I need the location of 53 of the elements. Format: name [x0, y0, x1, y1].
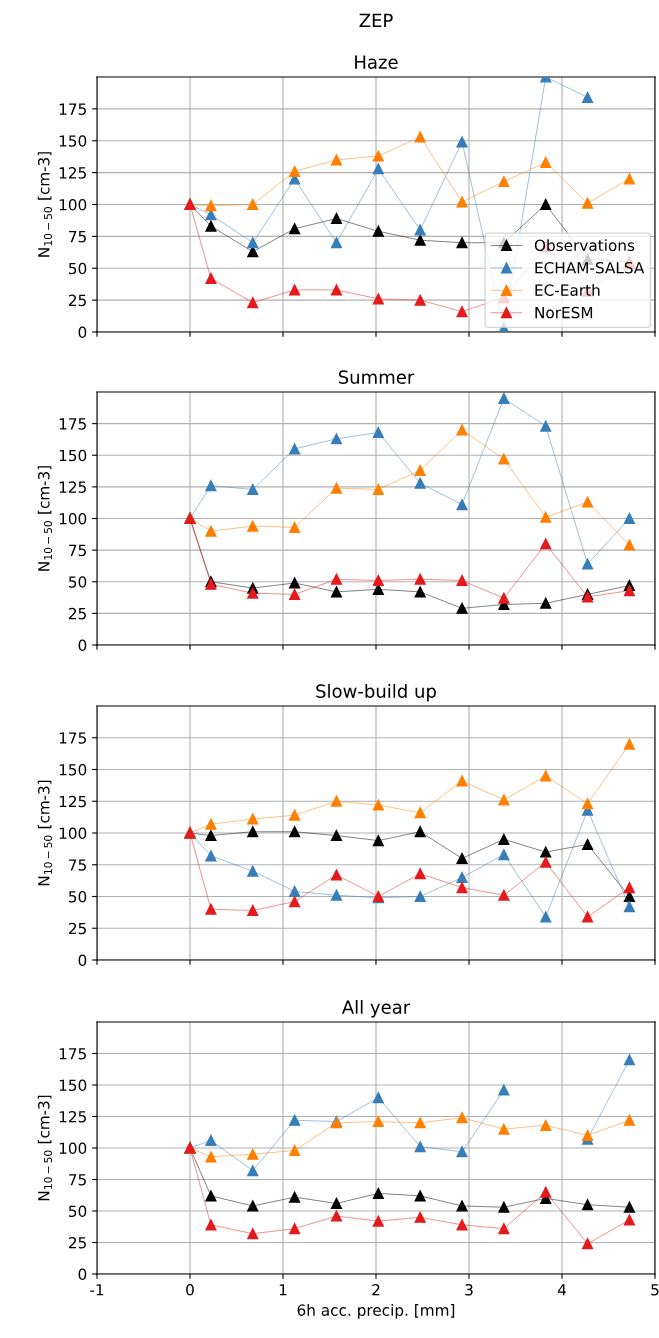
y-tick-label: 0 [78, 639, 87, 652]
y-tick-label: 25 [68, 294, 86, 307]
y-tick-label: 25 [68, 922, 86, 935]
chart-title: All year [341, 999, 411, 1018]
x-tick-label: 3 [465, 1283, 473, 1296]
y-tick-label: 50 [69, 262, 87, 275]
y-tick-label: 100 [59, 1142, 87, 1155]
y-axis-title: N$_{10−50}$ [cm-3] [37, 152, 53, 257]
x-tick-label: 0 [186, 1283, 194, 1296]
y-tick-label: 50 [69, 1205, 87, 1218]
y-tick-label: 150 [59, 449, 87, 462]
x-axis-title: 6h acc. precip. [mm] [297, 1304, 455, 1319]
chart-title: Slow-build up [316, 683, 436, 702]
y-tick-label: 50 [69, 576, 87, 588]
y-axis-title: N$_{10−50}$ [cm-3] [37, 780, 53, 886]
y-tick-label: 150 [59, 763, 87, 776]
y-axis-title: N$_{10−50}$ [cm-3] [37, 1095, 53, 1201]
x-tick-label: -1 [90, 1284, 104, 1296]
y-tick-label: 125 [59, 795, 86, 808]
chart-title: Haze [355, 55, 398, 69]
legend-label: NorESM [535, 306, 593, 319]
y-tick-label: 75 [69, 231, 86, 243]
y-tick-label: 175 [59, 103, 86, 115]
y-tick-label: 100 [59, 512, 87, 525]
x-tick-label: 1 [279, 1284, 287, 1296]
x-tick-label: 4 [557, 1284, 566, 1296]
y-tick-label: 125 [59, 167, 86, 179]
y-tick-label: 175 [59, 1048, 86, 1060]
y-tick-label: 75 [69, 1174, 86, 1186]
y-tick-label: 125 [59, 481, 86, 493]
y-tick-label: 75 [69, 859, 86, 871]
x-tick-label: 2 [372, 1283, 380, 1296]
y-tick-label: 75 [69, 544, 86, 557]
x-tick-label: 5 [651, 1284, 659, 1296]
y-tick-label: 100 [59, 198, 87, 211]
y-axis-title: N$_{10−50}$ [cm-3] [37, 466, 53, 571]
y-tick-label: 150 [59, 1079, 87, 1092]
y-tick-label: 0 [78, 954, 87, 967]
chart-title: Summer [338, 370, 415, 384]
y-tick-label: 175 [59, 418, 86, 430]
y-tick-label: 100 [59, 827, 87, 840]
y-tick-label: 25 [68, 607, 86, 620]
y-tick-label: 125 [59, 1110, 86, 1123]
y-tick-label: 50 [69, 890, 87, 903]
y-tick-label: 0 [78, 326, 87, 339]
y-tick-label: 0 [78, 1268, 87, 1281]
y-tick-label: 150 [59, 135, 87, 147]
text: ZEP [359, 13, 393, 27]
legend-label: EC-Earth [535, 284, 600, 296]
legend-label: ECHAM-SALSA [535, 261, 645, 274]
y-tick-label: 25 [68, 1236, 86, 1249]
legend-label: Observations [534, 239, 635, 252]
y-tick-label: 175 [59, 732, 86, 744]
